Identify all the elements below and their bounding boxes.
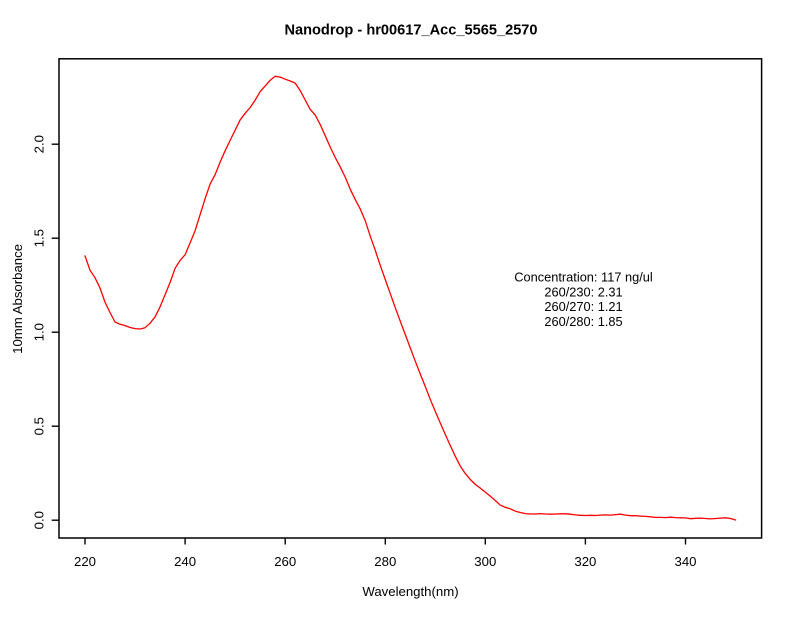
svg-text:300: 300 bbox=[474, 554, 496, 569]
svg-text:260/230: 2.31: 260/230: 2.31 bbox=[544, 284, 622, 299]
svg-text:260: 260 bbox=[274, 554, 296, 569]
svg-text:1.0: 1.0 bbox=[32, 323, 47, 341]
svg-text:220: 220 bbox=[74, 554, 96, 569]
svg-text:2.0: 2.0 bbox=[32, 135, 47, 153]
svg-text:280: 280 bbox=[374, 554, 396, 569]
svg-text:240: 240 bbox=[174, 554, 196, 569]
svg-text:Concentration: 117 ng/ul: Concentration: 117 ng/ul bbox=[514, 270, 653, 285]
svg-text:0.0: 0.0 bbox=[32, 511, 47, 529]
svg-text:260/280: 1.85: 260/280: 1.85 bbox=[544, 314, 622, 329]
svg-text:Wavelength(nm): Wavelength(nm) bbox=[362, 584, 458, 599]
svg-text:Nanodrop - hr00617_Acc_5565_25: Nanodrop - hr00617_Acc_5565_2570 bbox=[284, 23, 537, 39]
svg-text:0.5: 0.5 bbox=[32, 417, 47, 435]
svg-text:1.5: 1.5 bbox=[32, 229, 47, 247]
svg-text:10mm Absorbance: 10mm Absorbance bbox=[10, 244, 25, 354]
svg-text:320: 320 bbox=[574, 554, 596, 569]
svg-text:260/270: 1.21: 260/270: 1.21 bbox=[544, 299, 622, 314]
svg-text:340: 340 bbox=[674, 554, 696, 569]
